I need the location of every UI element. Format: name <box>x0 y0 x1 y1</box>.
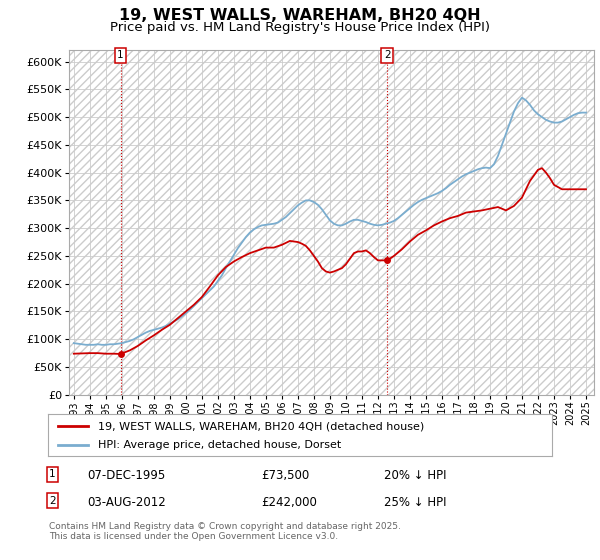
Text: 20% ↓ HPI: 20% ↓ HPI <box>384 469 446 482</box>
Text: Price paid vs. HM Land Registry's House Price Index (HPI): Price paid vs. HM Land Registry's House … <box>110 21 490 34</box>
Text: £73,500: £73,500 <box>261 469 309 482</box>
Text: 2: 2 <box>49 496 56 506</box>
Text: 19, WEST WALLS, WAREHAM, BH20 4QH (detached house): 19, WEST WALLS, WAREHAM, BH20 4QH (detac… <box>98 421 425 431</box>
Text: 1: 1 <box>49 469 56 479</box>
Text: 19, WEST WALLS, WAREHAM, BH20 4QH: 19, WEST WALLS, WAREHAM, BH20 4QH <box>119 8 481 24</box>
Text: 07-DEC-1995: 07-DEC-1995 <box>87 469 165 482</box>
Text: HPI: Average price, detached house, Dorset: HPI: Average price, detached house, Dors… <box>98 440 341 450</box>
Text: 1: 1 <box>117 50 124 60</box>
Text: Contains HM Land Registry data © Crown copyright and database right 2025.
This d: Contains HM Land Registry data © Crown c… <box>49 522 401 542</box>
Text: £242,000: £242,000 <box>261 496 317 508</box>
Text: 2: 2 <box>384 50 391 60</box>
Text: 03-AUG-2012: 03-AUG-2012 <box>87 496 166 508</box>
Text: 25% ↓ HPI: 25% ↓ HPI <box>384 496 446 508</box>
